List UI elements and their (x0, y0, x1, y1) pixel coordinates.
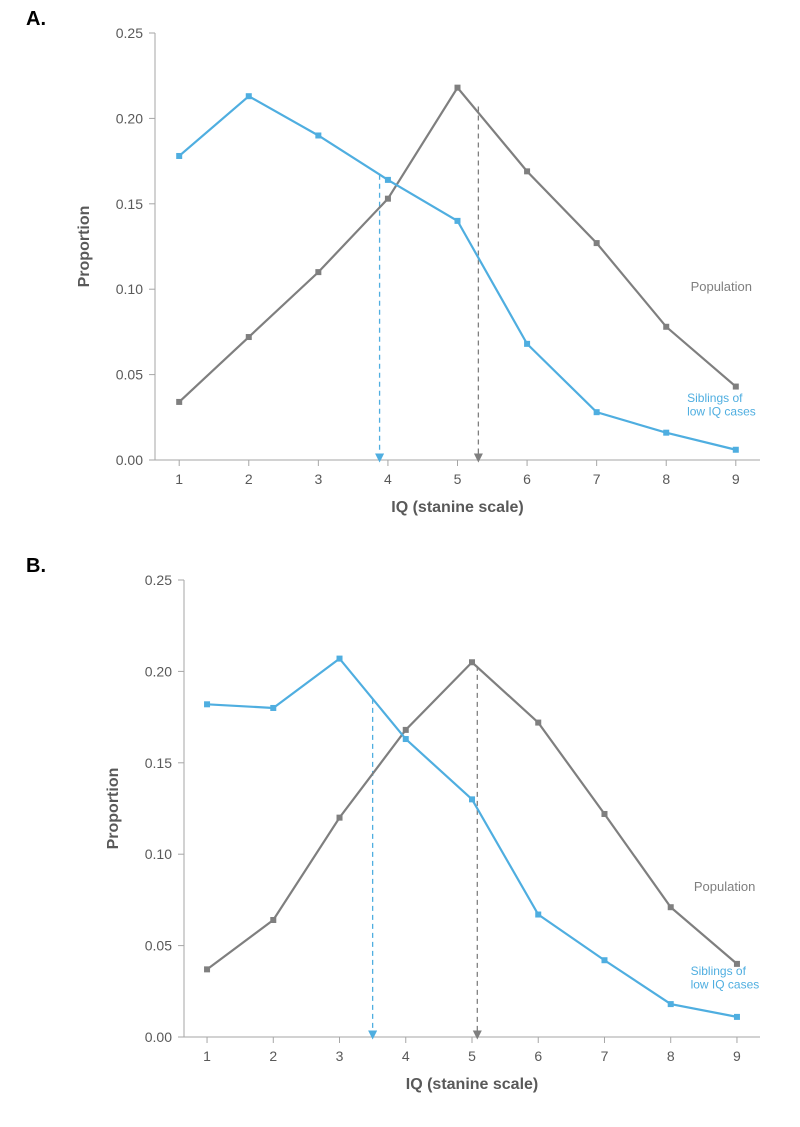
x-tick-label: 2 (245, 471, 253, 487)
series-marker (469, 659, 475, 665)
series-marker (403, 736, 409, 742)
series-marker (315, 132, 321, 138)
chart-a: 0.00 0.05 0.10 0.15 0.20 0.25 1 2 3 4 5 6 7 8 9 IQ (sta… (60, 15, 780, 535)
series-marker (246, 334, 252, 340)
series-marker (733, 384, 739, 390)
series-marker (663, 324, 669, 330)
panel-label-a: A. (26, 8, 46, 31)
figure-page: A. 0.00 0.05 0.10 0.15 0.20 0.25 1 2 3 4 5 6 7 8 9 IQ (… (0, 0, 800, 1127)
series-marker (455, 218, 461, 224)
y-tick-label: 0.25 (116, 25, 143, 41)
x-tick-label: 9 (733, 1048, 741, 1064)
series-marker (594, 240, 600, 246)
series-marker (176, 153, 182, 159)
series-line (207, 662, 737, 969)
y-tick-label: 0.15 (145, 755, 172, 771)
chart-b: 0.00 0.05 0.10 0.15 0.20 0.25 1 2 3 4 5 6 7 8 9 IQ (sta… (60, 562, 780, 1112)
x-tick-label: 4 (402, 1048, 410, 1064)
x-tick-label: 5 (454, 471, 462, 487)
series-marker (204, 966, 210, 972)
x-tick-label: 8 (667, 1048, 675, 1064)
x-tick-label: 5 (468, 1048, 476, 1064)
series-marker (601, 811, 607, 817)
x-tick-label: 8 (662, 471, 670, 487)
y-tick-label: 0.05 (145, 938, 172, 954)
chart-b-svg: 0.00 0.05 0.10 0.15 0.20 0.25 1 2 3 4 5 6 7 8 9 IQ (sta… (60, 562, 780, 1112)
x-tick-label: 1 (203, 1048, 211, 1064)
series-marker (535, 720, 541, 726)
x-axis-label: IQ (stanine scale) (406, 1076, 539, 1093)
y-tick-label: 0.00 (145, 1029, 172, 1045)
series-marker (246, 93, 252, 99)
series-line (179, 88, 736, 402)
series-marker (601, 957, 607, 963)
series-marker (524, 168, 530, 174)
series-marker (469, 796, 475, 802)
series-marker (524, 341, 530, 347)
series-marker (403, 727, 409, 733)
x-tick-label: 2 (269, 1048, 277, 1064)
y-axis-label: Proportion (76, 206, 93, 288)
series-marker (668, 1001, 674, 1007)
chart-a-svg: 0.00 0.05 0.10 0.15 0.20 0.25 1 2 3 4 5 6 7 8 9 IQ (sta… (60, 15, 780, 535)
x-tick-label: 6 (534, 1048, 542, 1064)
series-marker (337, 656, 343, 662)
y-tick-label: 0.20 (116, 110, 143, 126)
series-marker (455, 85, 461, 91)
series-marker (733, 447, 739, 453)
y-tick-label: 0.00 (116, 452, 143, 468)
series-marker (385, 177, 391, 183)
series-marker (176, 399, 182, 405)
y-tick-label: 0.10 (116, 281, 143, 297)
x-tick-label: 3 (336, 1048, 344, 1064)
y-tick-label: 0.25 (145, 572, 172, 588)
panel-label-b: B. (26, 555, 46, 578)
series-marker (594, 409, 600, 415)
series-label: Population (691, 279, 752, 294)
series-marker (385, 196, 391, 202)
x-tick-label: 3 (314, 471, 322, 487)
series-marker (315, 269, 321, 275)
series-marker (337, 815, 343, 821)
y-tick-label: 0.10 (145, 846, 172, 862)
x-tick-label: 9 (732, 471, 740, 487)
series-label: Population (694, 879, 755, 894)
series-marker (270, 705, 276, 711)
series-label: Siblings oflow IQ cases (687, 391, 756, 419)
x-tick-label: 7 (593, 471, 601, 487)
series-label: Siblings oflow IQ cases (691, 964, 760, 992)
series-line (179, 96, 736, 450)
series-marker (663, 430, 669, 436)
series-marker (734, 1014, 740, 1020)
series-line (207, 659, 737, 1017)
series-marker (535, 912, 541, 918)
x-axis-label: IQ (stanine scale) (391, 499, 524, 516)
x-tick-label: 1 (175, 471, 183, 487)
series-marker (204, 701, 210, 707)
y-axis-label: Proportion (105, 768, 122, 850)
series-marker (668, 904, 674, 910)
series-marker (270, 917, 276, 923)
x-tick-label: 4 (384, 471, 392, 487)
y-tick-label: 0.15 (116, 196, 143, 212)
y-tick-label: 0.05 (116, 367, 143, 383)
x-tick-label: 6 (523, 471, 531, 487)
y-tick-label: 0.20 (145, 663, 172, 679)
x-tick-label: 7 (601, 1048, 609, 1064)
